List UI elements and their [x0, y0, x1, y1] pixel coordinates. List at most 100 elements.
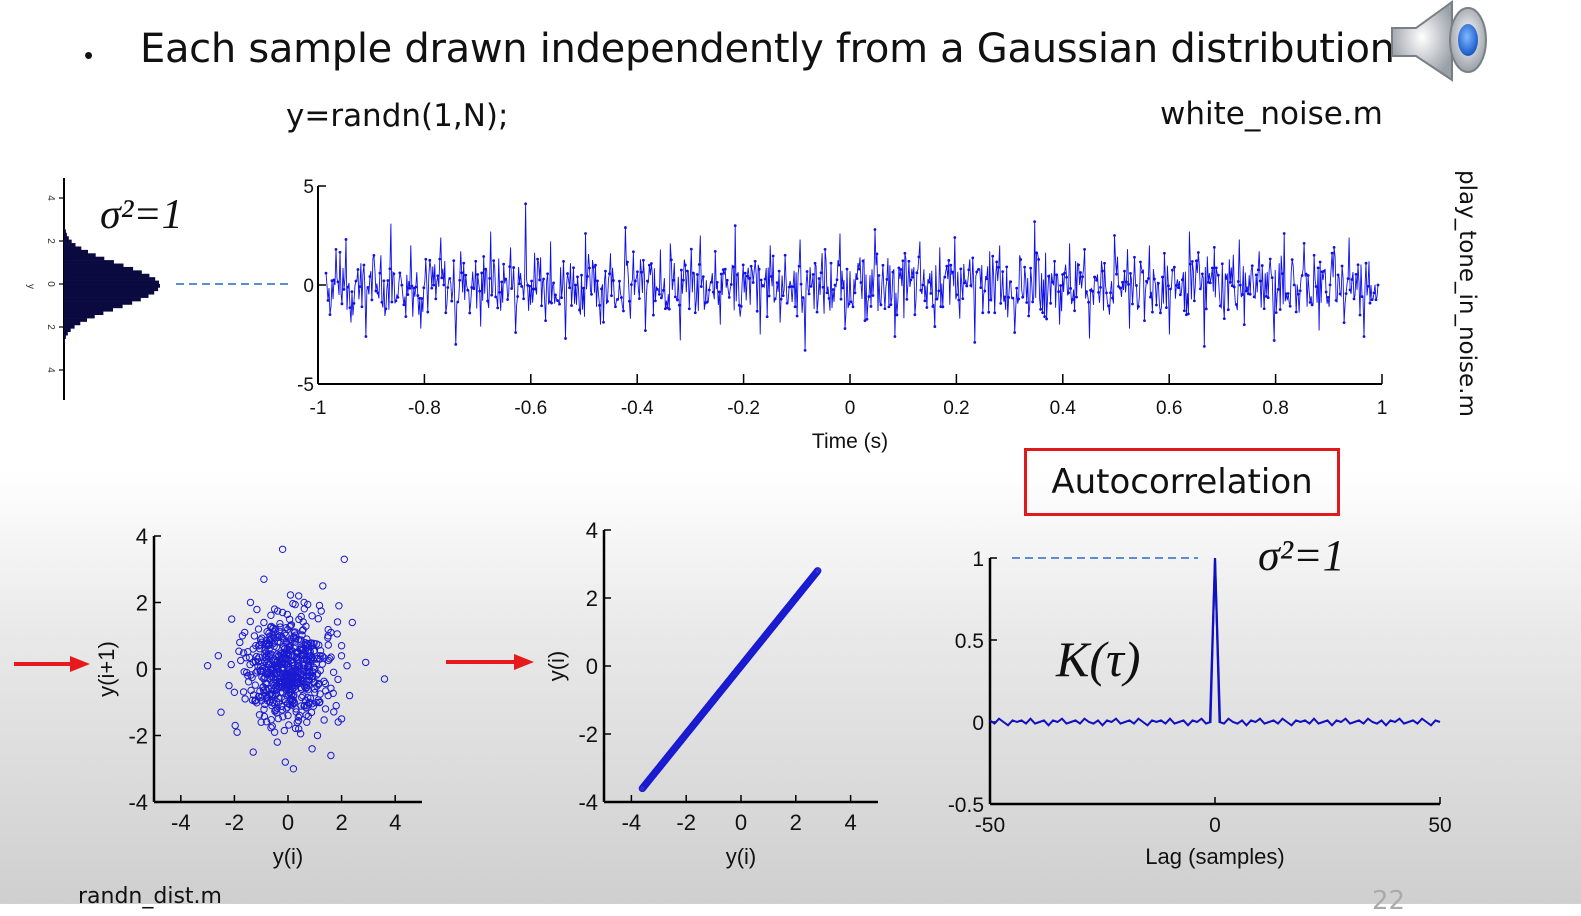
- data-point: [1051, 280, 1055, 284]
- data-point: [422, 286, 426, 290]
- scatter-point: [267, 611, 275, 619]
- scatter-point: [324, 634, 332, 642]
- data-point: [1300, 274, 1304, 277]
- data-point: [1292, 283, 1296, 287]
- scatter-point: [332, 701, 340, 710]
- data-point: [981, 311, 985, 315]
- data-point: [1131, 302, 1134, 306]
- data-point: [398, 271, 402, 275]
- data-point: [895, 313, 899, 317]
- data-point: [1314, 285, 1318, 288]
- scatter-point: [334, 718, 342, 726]
- data-point: [707, 288, 711, 292]
- data-point: [1200, 272, 1204, 276]
- data-point: [1352, 297, 1356, 301]
- scatter-point: [314, 680, 323, 689]
- scatter-point: [812, 568, 821, 577]
- scatter-point: [217, 708, 225, 716]
- data-point: [636, 270, 639, 274]
- data-point: [657, 292, 661, 296]
- scatter-point: [289, 765, 298, 773]
- scatter-point: [266, 651, 274, 659]
- scatter-point: [316, 690, 324, 698]
- data-point: [645, 279, 649, 283]
- data-point: [771, 254, 775, 258]
- scatter-panel-1: -4 -2 0 2 4 -4 -2 0 2 4 y(i) y(i+1): [94, 524, 422, 869]
- data-point: [1103, 261, 1106, 265]
- autocorr-peak: [1208, 557, 1222, 723]
- scatter-point: [291, 600, 299, 609]
- data-point: [1077, 263, 1080, 267]
- hist-bar: [64, 243, 76, 247]
- scatter-point: [309, 668, 317, 676]
- data-point: [1147, 277, 1150, 280]
- scatter-point: [298, 647, 306, 655]
- data-point: [863, 319, 867, 323]
- data-point: [1248, 292, 1252, 296]
- scatter-point: [814, 567, 822, 575]
- speaker-icon[interactable]: [1386, 0, 1490, 82]
- data-point: [795, 314, 799, 318]
- data-point: [659, 296, 663, 300]
- data-point: [434, 297, 438, 301]
- data-point: [997, 265, 1001, 269]
- x-tick-label: -0.6: [514, 398, 547, 419]
- data-point: [1276, 288, 1280, 291]
- x-tick-label: 0: [845, 398, 856, 419]
- data-point: [671, 278, 675, 282]
- data-point: [1041, 311, 1045, 315]
- data-point: [815, 310, 819, 314]
- y-tick-label: 0.5: [955, 630, 984, 653]
- scatter-point: [303, 702, 312, 710]
- data-point: [516, 295, 520, 298]
- y-tick-label: -2: [578, 722, 598, 747]
- data-point: [618, 279, 621, 283]
- data-point: [1157, 281, 1160, 285]
- scatter-point: [241, 695, 249, 703]
- data-point: [869, 305, 873, 308]
- hist-tick-label: 4: [45, 367, 56, 373]
- hist-bar: [64, 249, 88, 254]
- data-point: [400, 283, 404, 287]
- scatter-point: [298, 631, 306, 639]
- data-point: [1137, 305, 1140, 308]
- scatter-point: [252, 652, 261, 661]
- hist-bar: [64, 338, 65, 343]
- data-point: [1143, 319, 1146, 323]
- hist-bar: [64, 273, 150, 278]
- scatter-point: [260, 618, 268, 627]
- scatter-point: [284, 625, 292, 634]
- scatter-point: [273, 738, 281, 746]
- data-point: [386, 279, 390, 282]
- data-point: [424, 257, 428, 261]
- script-filename: white_noise.m: [1160, 96, 1383, 132]
- data-point: [955, 293, 959, 297]
- data-point: [825, 291, 829, 295]
- scatter-point: [308, 612, 316, 620]
- data-point: [492, 259, 496, 263]
- data-point: [1188, 262, 1192, 266]
- data-point: [470, 285, 474, 289]
- x-tick-label: 0: [282, 810, 294, 835]
- data-point: [1356, 263, 1360, 267]
- data-point: [364, 335, 368, 338]
- scatter-point: [283, 649, 292, 657]
- data-point: [550, 301, 553, 305]
- scatter-point: [314, 615, 322, 623]
- data-point: [777, 269, 781, 273]
- scatter-point: [272, 706, 280, 714]
- data-point: [1123, 269, 1126, 273]
- scatter-point: [313, 682, 321, 690]
- data-point: [580, 273, 583, 277]
- data-point: [524, 202, 528, 206]
- data-point: [1069, 287, 1072, 290]
- data-point: [715, 280, 719, 284]
- scatter-point: [348, 618, 356, 627]
- scatter-point: [281, 679, 289, 687]
- scatter-point: [296, 730, 305, 738]
- data-point: [362, 263, 366, 267]
- scatter-point: [295, 592, 303, 600]
- data-point: [430, 286, 434, 290]
- scatter-point: [313, 731, 322, 740]
- scatter-point: [286, 642, 294, 650]
